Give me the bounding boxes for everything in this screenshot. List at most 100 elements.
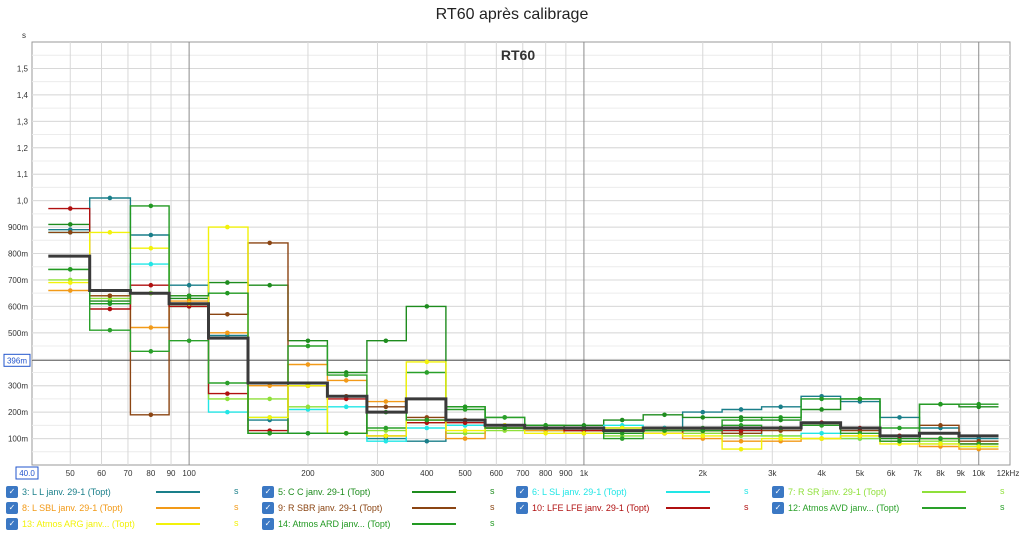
series-point bbox=[225, 224, 230, 230]
x-tick-label: 2k bbox=[699, 469, 708, 478]
series-point bbox=[225, 396, 230, 402]
series-point bbox=[619, 417, 625, 423]
legend-checkbox[interactable]: ✓ bbox=[772, 502, 784, 514]
x-tick-label: 1k bbox=[580, 469, 589, 478]
legend-swatch bbox=[156, 507, 200, 509]
legend-swatch bbox=[412, 523, 456, 525]
legend-unit: s bbox=[744, 502, 749, 512]
legend-item[interactable]: ✓ 13: Atmos ARG janv... (Topt) bbox=[6, 516, 142, 532]
series-point bbox=[938, 441, 943, 447]
y-tick-label: 600m bbox=[8, 302, 28, 311]
legend-unit: s bbox=[234, 518, 239, 528]
x-tick-label: 5k bbox=[856, 469, 865, 478]
series-point bbox=[107, 306, 113, 312]
legend-item[interactable]: ✓ 10: LFE LFE janv. 29-1 (Topt) bbox=[516, 500, 652, 516]
legend-swatch bbox=[666, 507, 710, 509]
series-point bbox=[305, 404, 311, 410]
legend-item[interactable]: ✓ 5: C C janv. 29-1 (Topt) bbox=[262, 484, 398, 500]
series-point bbox=[738, 438, 744, 444]
legend-item[interactable]: ✓ 12: Atmos AVD janv... (Topt) bbox=[772, 500, 908, 516]
average-line bbox=[48, 254, 999, 438]
series-point bbox=[67, 288, 73, 293]
x-tick-label: 400 bbox=[420, 469, 434, 478]
series-point bbox=[225, 290, 230, 296]
y-tick-label: 500m bbox=[8, 329, 28, 338]
x-tick-label: 300 bbox=[371, 469, 385, 478]
legend-unit: s bbox=[490, 486, 495, 496]
series-point bbox=[778, 404, 783, 410]
series-point bbox=[383, 404, 389, 410]
legend-label: 6: L SL janv. 29-1 (Topt) bbox=[532, 487, 627, 497]
x-tick-label: 10k bbox=[972, 469, 986, 478]
series-point bbox=[738, 417, 744, 423]
legend-item[interactable]: ✓ 14: Atmos ARD janv... (Topt) bbox=[262, 516, 398, 532]
legend-item[interactable]: ✓ 7: R SR janv. 29-1 (Topt) bbox=[772, 484, 908, 500]
series-point bbox=[225, 312, 230, 317]
series-point bbox=[225, 280, 230, 285]
series-point bbox=[225, 391, 230, 396]
series-point bbox=[343, 378, 349, 383]
legend-label: 13: Atmos ARG janv... (Topt) bbox=[22, 519, 135, 529]
series-point bbox=[225, 409, 230, 415]
rt60-chart[interactable]: 100m 200m 300m 500m 600m 700m 800m 900m 1,0 1,1 1,… bbox=[0, 0, 1024, 480]
x-tick-label: 80 bbox=[146, 469, 155, 478]
legend-checkbox[interactable]: ✓ bbox=[516, 486, 528, 498]
series-point bbox=[543, 430, 548, 436]
series-point bbox=[738, 407, 744, 412]
series-point bbox=[383, 338, 389, 344]
series-point bbox=[502, 425, 508, 431]
inner-chart-title: RT60 bbox=[501, 47, 535, 63]
legend-item[interactable]: ✓ 9: R SBR janv. 29-1 (Topt) bbox=[262, 500, 398, 516]
series-point bbox=[383, 438, 389, 444]
series-point bbox=[343, 404, 349, 410]
series-point bbox=[819, 436, 824, 441]
series-point bbox=[305, 383, 311, 388]
legend-item[interactable]: ✓ 3: L L janv. 29-1 (Topt) bbox=[6, 484, 142, 500]
legend-label: 8: L SBL janv. 29-1 (Topt) bbox=[22, 503, 123, 513]
y-unit-label: s bbox=[22, 31, 26, 40]
x-tick-label: 200 bbox=[301, 469, 315, 478]
series-point bbox=[148, 349, 154, 354]
series-point bbox=[819, 396, 824, 402]
legend-checkbox[interactable]: ✓ bbox=[772, 486, 784, 498]
y-tick-label: 700m bbox=[8, 276, 28, 285]
series-point bbox=[148, 261, 154, 267]
x-tick-label: 9k bbox=[956, 469, 965, 478]
series-point bbox=[738, 446, 744, 452]
legend-checkbox[interactable]: ✓ bbox=[6, 518, 18, 530]
x-tick-label: 700 bbox=[516, 469, 530, 478]
series-point bbox=[305, 430, 311, 436]
y-tick-label: 1,3 bbox=[17, 117, 29, 126]
series-point bbox=[819, 407, 824, 412]
series-point bbox=[267, 396, 273, 402]
series-point bbox=[383, 399, 389, 404]
legend-checkbox[interactable]: ✓ bbox=[6, 502, 18, 514]
series-point bbox=[267, 383, 273, 388]
x-start-label: 40.0 bbox=[19, 469, 35, 478]
x-tick-label: 50 bbox=[66, 469, 75, 478]
series-point bbox=[938, 401, 943, 407]
y-tick-label: 1,4 bbox=[17, 91, 29, 100]
x-unit-label: 12kHz bbox=[997, 469, 1020, 478]
series-point bbox=[897, 425, 902, 431]
legend-item[interactable]: ✓ 6: L SL janv. 29-1 (Topt) bbox=[516, 484, 652, 500]
legend-checkbox[interactable]: ✓ bbox=[516, 502, 528, 514]
y-tick-label: 200m bbox=[8, 408, 28, 417]
series-point bbox=[305, 343, 311, 349]
series-point bbox=[424, 425, 430, 431]
series-point bbox=[581, 430, 587, 436]
legend-checkbox[interactable]: ✓ bbox=[262, 502, 274, 514]
series-point bbox=[225, 380, 230, 386]
legend-item[interactable]: ✓ 8: L SBL janv. 29-1 (Topt) bbox=[6, 500, 142, 516]
x-tick-label: 4k bbox=[817, 469, 826, 478]
series-point bbox=[67, 206, 73, 211]
series-point bbox=[462, 428, 468, 433]
series-point bbox=[462, 404, 468, 410]
series-point bbox=[502, 415, 508, 420]
series-point bbox=[267, 282, 273, 288]
series-point bbox=[67, 230, 73, 235]
series-point bbox=[107, 327, 113, 333]
legend-checkbox[interactable]: ✓ bbox=[262, 486, 274, 498]
legend-checkbox[interactable]: ✓ bbox=[6, 486, 18, 498]
legend-checkbox[interactable]: ✓ bbox=[262, 518, 274, 530]
